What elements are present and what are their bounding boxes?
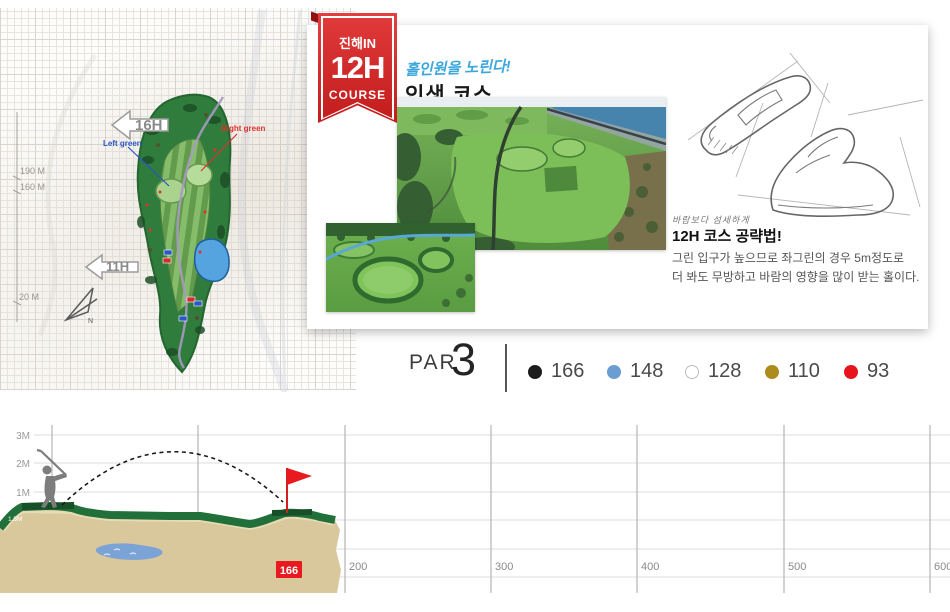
tee-height-label: 1.5M (8, 516, 22, 523)
svg-text:11H: 11H (106, 259, 129, 274)
ribbon-course-word: COURSE (328, 88, 387, 102)
terrain-cross-section: 1.5M (0, 501, 341, 593)
shot-trajectory (61, 451, 284, 506)
arrow-11h[interactable]: 11H (84, 253, 139, 281)
map-scale-axis (12, 112, 22, 322)
scale-20m: 20 M (19, 292, 40, 302)
svg-text:2M: 2M (16, 459, 30, 470)
right-green (185, 163, 213, 187)
aerial-photo-small (326, 223, 475, 312)
elevation-hgrid (34, 434, 950, 578)
golfer-icon (36, 448, 67, 508)
left-green (155, 178, 187, 204)
tee-markers (162, 249, 203, 322)
svg-text:1M: 1M (16, 488, 30, 499)
black-tee-dot (528, 364, 542, 379)
svg-text:600: 600 (934, 561, 950, 573)
pin-distance-badge: 166 (276, 561, 302, 578)
elevation-chart: 3M 2M 1M -1M -2M 0 100 200 300 400 500 6… (0, 425, 950, 593)
ribbon-hole-number: 12H (330, 50, 386, 85)
blue-tee-dot (607, 364, 621, 379)
par-value: 3 (451, 334, 477, 385)
scale-190m: 190 M (20, 166, 46, 176)
faint-roads (37, 9, 302, 392)
flag-icon (286, 468, 312, 513)
svg-text:300: 300 (495, 561, 513, 573)
tee-distance: 148 (630, 360, 664, 382)
underground-pond (95, 543, 163, 560)
svg-text:400: 400 (641, 561, 659, 573)
water-hazard (193, 238, 230, 283)
shoe-sketch (687, 52, 924, 217)
white-tee-dot (685, 364, 699, 379)
cart-path (176, 96, 225, 369)
tip-body: 그린 입구가 높으므로 좌그린의 경우 5m정도로 더 봐도 무방하고 바람의 … (672, 251, 920, 285)
left-green-leader (127, 146, 170, 187)
tee-legend-red: 93 (844, 360, 889, 383)
tee-distance: 93 (867, 360, 890, 382)
tee-legend-white: 128 (685, 360, 741, 383)
svg-text:200: 200 (349, 561, 367, 573)
svg-text:166: 166 (280, 565, 298, 577)
tip-title: 12H 코스 공략법! (672, 228, 782, 245)
tee-legend-black: 166 (528, 360, 584, 383)
svg-text:500: 500 (788, 561, 806, 573)
par-divider (505, 344, 507, 392)
svg-text:N: N (88, 318, 93, 325)
arrow-16h[interactable]: 16H (110, 109, 169, 141)
gold-tee-dot (765, 364, 779, 379)
red-tee-dot (844, 364, 858, 379)
right-green-leader (200, 133, 238, 172)
right-green-label: Right green (221, 124, 266, 133)
tee-distance: 110 (788, 360, 820, 382)
svg-text:16H: 16H (135, 117, 163, 134)
left-green-label: Left green (103, 139, 142, 148)
rough-texture (137, 104, 230, 356)
rough-spots (148, 113, 208, 320)
course-ribbon: 진해IN 12H COURSE (318, 13, 397, 123)
tee-distance: 128 (708, 360, 742, 382)
tee-legend-blue: 148 (607, 360, 663, 383)
hole-map: 16H 11H N (12, 9, 302, 392)
ribbon-course-area: 진해IN (339, 36, 376, 51)
par-label: PAR (409, 351, 457, 374)
tee-legend-gold: 110 (765, 360, 820, 383)
compass-icon: N (63, 287, 98, 325)
sprinkler-dots (145, 148, 217, 254)
scale-160m: 160 M (20, 182, 46, 192)
svg-text:3M: 3M (16, 431, 30, 442)
tee-distance: 166 (551, 360, 585, 382)
tip-handwriting: 바람보다 섬세하게 (672, 215, 750, 225)
hole-tagline: 홀인원을 노린다! (404, 58, 512, 79)
